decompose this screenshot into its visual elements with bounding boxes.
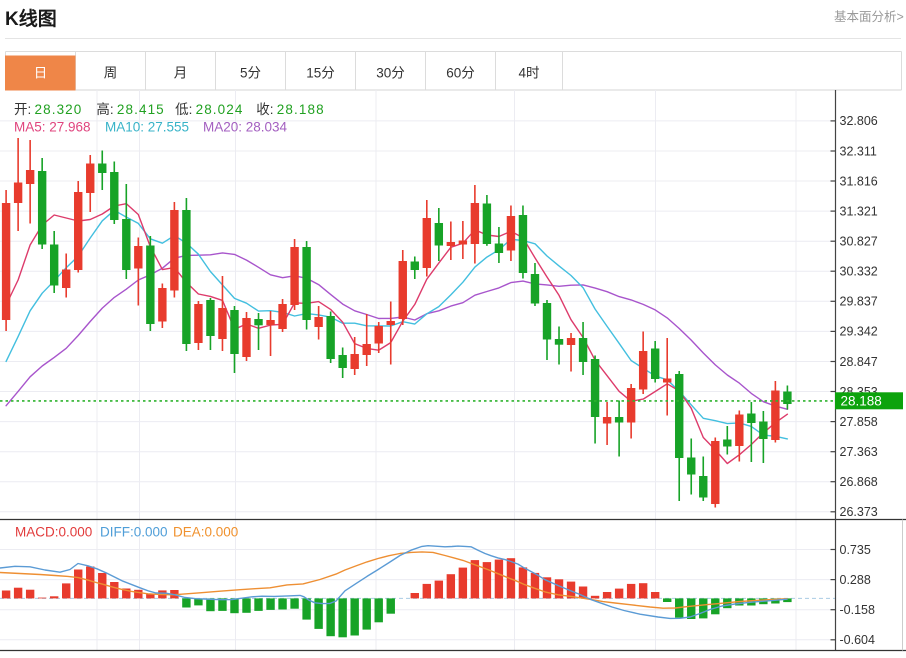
svg-text:32.806: 32.806 bbox=[840, 114, 878, 128]
svg-text:开:: 开: bbox=[14, 102, 31, 117]
svg-text:高:: 高: bbox=[96, 101, 113, 117]
svg-text:30.827: 30.827 bbox=[840, 235, 878, 249]
svg-text:MA20: 28.034: MA20: 28.034 bbox=[203, 120, 288, 135]
svg-text:30.332: 30.332 bbox=[840, 265, 878, 279]
svg-text:28.415: 28.415 bbox=[117, 102, 165, 117]
svg-text:-0.158: -0.158 bbox=[840, 603, 875, 617]
svg-text:27.858: 27.858 bbox=[840, 415, 878, 429]
svg-text:基本面分析>: 基本面分析> bbox=[834, 10, 904, 24]
svg-text:31.321: 31.321 bbox=[840, 204, 878, 218]
svg-text:DEA:0.000: DEA:0.000 bbox=[173, 525, 238, 540]
svg-text:周: 周 bbox=[104, 66, 118, 81]
svg-text:28.024: 28.024 bbox=[196, 102, 244, 117]
svg-text:MA10: 27.555: MA10: 27.555 bbox=[105, 120, 189, 135]
svg-text:低:: 低: bbox=[175, 102, 192, 117]
svg-text:28.188: 28.188 bbox=[841, 394, 882, 409]
svg-text:0.288: 0.288 bbox=[840, 573, 871, 587]
svg-text:26.868: 26.868 bbox=[840, 475, 878, 489]
svg-text:4时: 4时 bbox=[518, 66, 539, 81]
svg-text:K线图: K线图 bbox=[5, 7, 57, 30]
svg-text:27.363: 27.363 bbox=[840, 445, 878, 459]
svg-text:DIFF:0.000: DIFF:0.000 bbox=[100, 525, 168, 540]
svg-text:5分: 5分 bbox=[240, 66, 261, 81]
svg-text:26.373: 26.373 bbox=[840, 505, 878, 519]
svg-text:日: 日 bbox=[34, 66, 48, 81]
svg-text:-0.604: -0.604 bbox=[840, 633, 875, 647]
svg-text:28.188: 28.188 bbox=[277, 102, 325, 117]
svg-text:28.320: 28.320 bbox=[35, 102, 83, 117]
svg-text:28.847: 28.847 bbox=[840, 355, 878, 369]
svg-text:31.816: 31.816 bbox=[840, 174, 878, 188]
svg-text:MACD:0.000: MACD:0.000 bbox=[15, 525, 92, 540]
svg-text:MA5: 27.968: MA5: 27.968 bbox=[14, 120, 91, 135]
svg-text:月: 月 bbox=[174, 66, 188, 81]
svg-text:29.837: 29.837 bbox=[840, 295, 878, 309]
svg-text:15分: 15分 bbox=[306, 66, 335, 81]
svg-text:32.311: 32.311 bbox=[840, 144, 877, 158]
svg-text:30分: 30分 bbox=[376, 66, 405, 81]
svg-text:收:: 收: bbox=[256, 102, 273, 117]
svg-text:29.342: 29.342 bbox=[840, 325, 878, 339]
svg-text:60分: 60分 bbox=[446, 66, 475, 81]
svg-text:0.735: 0.735 bbox=[840, 543, 871, 557]
